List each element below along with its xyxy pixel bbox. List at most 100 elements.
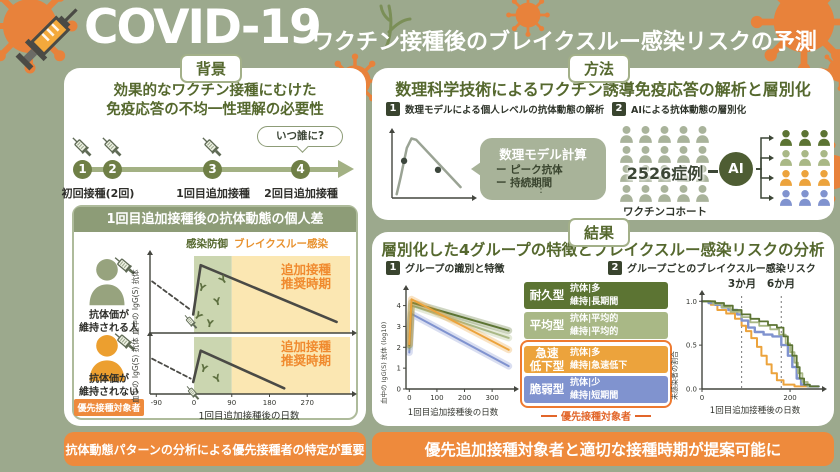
person-icon <box>797 170 813 187</box>
timeline-step-3: 3 <box>203 160 222 179</box>
method-badge: 方法 <box>568 54 631 83</box>
svg-text:0.0: 0.0 <box>686 386 697 394</box>
title-brand: COVID-19 <box>84 0 322 55</box>
person-icon <box>618 185 635 203</box>
group-rapid-decline-people <box>778 170 832 187</box>
group-antibody-chart: 0 100 200 300 0 1 2 3 4 <box>397 285 519 402</box>
title-subtitle: ワクチン接種後のブレイクスルー感染リスクの予測 <box>312 30 817 55</box>
person-icon <box>816 190 832 207</box>
timeline-label-booster2: 2回目追加接種 <box>264 187 338 200</box>
model-bubble-title: 数理モデル計算 <box>499 147 587 162</box>
results-banner: 優先追加接種対象者と適切な接種時期が提案可能に <box>372 432 834 466</box>
ellipsis-icon: ⋮ <box>536 184 546 195</box>
person-icon <box>797 150 813 167</box>
group-box-average: 平均型 抗体|平均的 維持|平均的 <box>524 312 668 339</box>
legend-infection-protection: 感染防御 <box>186 238 228 250</box>
group-chart-xlabel: 1回目追加接種後の日数 <box>407 408 499 418</box>
cohort-count: 2526症例 <box>626 164 704 183</box>
bg-chart2: -90 0 90 180 270 追加接種 推奨時期 Y Y <box>146 331 357 410</box>
results-panel: 層別化した4グループの特徴とブレイクスルー感染リスクの分析 1 グループの識別と… <box>372 232 834 426</box>
person-icon <box>637 126 654 144</box>
group-traits: 抗体|多 維持|急速低下 <box>570 348 628 371</box>
antibody-dynamics-box: 1回目追加接種後の抗体動態の個人差 感染防御 ブレイクスルー感染 抗体価が 維持… <box>72 205 358 422</box>
svg-text:270: 270 <box>301 399 314 407</box>
antibody-maintained-chart <box>147 250 357 336</box>
background-badge: 背景 <box>180 54 243 83</box>
person-icon <box>675 126 692 144</box>
timeline-step-4: 4 <box>291 160 310 179</box>
group-traits: 抗体|平均的 維持|平均的 <box>570 314 619 337</box>
person-icon <box>797 190 813 207</box>
svg-text:200: 200 <box>458 394 471 402</box>
person-icon <box>694 126 711 144</box>
group-name: 耐久型 <box>529 288 565 303</box>
bg-chart1: 追加接種 推奨時期 Y Y Y Y Y <box>146 250 357 339</box>
person-icon <box>778 130 794 147</box>
svg-text:200: 200 <box>783 394 796 402</box>
timeline-step-1: 1 <box>73 160 92 179</box>
results-item1-label: グループの識別と特徴 <box>405 264 505 275</box>
bg-chart2-xlabel: 1回目追加接種後の日数 <box>198 411 300 422</box>
survival-chart-block: 0 200 1.0 0.5 0.0 <box>682 290 828 404</box>
breakthrough-risk-chart: 0 200 1.0 0.5 0.0 <box>686 290 827 402</box>
person-icon <box>797 130 813 147</box>
bg-chart2-ylabel: 血中の IgG(S) 抗体 <box>131 337 140 403</box>
person-icon <box>778 190 794 207</box>
group-durable-people <box>778 130 832 147</box>
svg-text:90: 90 <box>227 399 236 407</box>
person-maintained-label: 抗体価が 維持される人 <box>79 310 139 334</box>
plant-sprig-icon <box>379 4 412 50</box>
booster-period-label: 追加接種 推奨時期 <box>280 262 331 292</box>
survival-chart-xlabel: 1回目追加接種後の日数 <box>709 406 801 416</box>
number-2-icon: 2 <box>608 260 622 275</box>
priority-target-label: 優先接種対象者 <box>520 408 672 423</box>
results-item2: 2 グループごとのブレイクスルー感染リスク <box>608 260 816 275</box>
svg-text:1: 1 <box>397 365 401 373</box>
results-item2-label: グループごとのブレイクスルー感染リスク <box>627 264 816 275</box>
priority-target-badge: 優先接種対象者 <box>74 399 144 416</box>
cohort-label: ワクチンコホート <box>623 206 707 218</box>
survival-chart-ylabel: 未感染者の割合 <box>671 351 679 400</box>
syringe-icon <box>15 8 78 71</box>
results-heading: 層別化した4グループの特徴とブレイクスルー感染リスクの分析 <box>381 241 825 259</box>
booster-period-label: 追加接種 推奨時期 <box>280 339 331 369</box>
background-banner: 抗体動態パターンの分析による優先接種者の特定が重要 <box>64 432 366 466</box>
three-month-label: 3か月 <box>727 278 757 290</box>
svg-text:2: 2 <box>397 344 401 352</box>
group-traits: 抗体|多 維持|長期間 <box>570 284 619 307</box>
six-month-label: 6か月 <box>766 278 796 290</box>
group-name: 平均型 <box>529 318 565 333</box>
ai-node: AI <box>719 152 753 186</box>
when-who-bubble: いつ誰に? <box>257 126 343 147</box>
person-icon <box>816 130 832 147</box>
person-icon <box>656 126 673 144</box>
method-panel: 数理科学技術によるワクチン誘導免疫応答の解析と層別化 1 数理モデルによる個人レ… <box>372 68 834 220</box>
svg-text:0: 0 <box>192 399 196 407</box>
number-1-icon: 1 <box>386 102 400 116</box>
model-bubble-peak: ー ピーク抗体 <box>496 164 563 176</box>
group-box-rapid-decline: 急速 低下型 抗体|多 維持|急速低下 <box>524 346 668 373</box>
model-fit-chart <box>389 128 477 201</box>
group-box-durable: 耐久型 抗体|多 維持|長期間 <box>524 282 668 309</box>
svg-text:180: 180 <box>263 399 276 407</box>
ai-branches <box>756 126 776 206</box>
branch-arrows-icon <box>756 135 774 201</box>
method-item2-label: AIによる抗体動態の層別化 <box>631 105 747 116</box>
svg-text:100: 100 <box>430 394 443 402</box>
method-item1-label: 数理モデルによる個人レベルの抗体動態の解析 <box>405 105 605 116</box>
model-bubble-duration: ー 持続期間 <box>496 177 553 189</box>
number-1-icon: 1 <box>386 260 400 275</box>
model-chart-block <box>386 128 477 204</box>
group-antibody-chart-block: 0 100 200 300 0 1 2 3 4 <box>390 285 519 404</box>
method-item2: 2 AIによる抗体動態の層別化 <box>612 102 746 116</box>
model-calculation-bubble: 数理モデル計算 ー ピーク抗体 ー 持続期間 ⋮ <box>471 138 606 200</box>
group-traits: 抗体|少 維持|短期間 <box>570 378 619 401</box>
svg-text:4: 4 <box>397 302 402 310</box>
timeline-arrowhead <box>338 160 354 178</box>
svg-text:3: 3 <box>397 323 401 331</box>
person-icon <box>656 185 673 203</box>
group-box-vulnerable: 脆弱型 抗体|少 維持|短期間 <box>524 376 668 403</box>
antibody-not-maintained-chart: -90 0 90 180 270 <box>147 331 357 407</box>
person-icon <box>778 170 794 187</box>
person-icon <box>675 185 692 203</box>
